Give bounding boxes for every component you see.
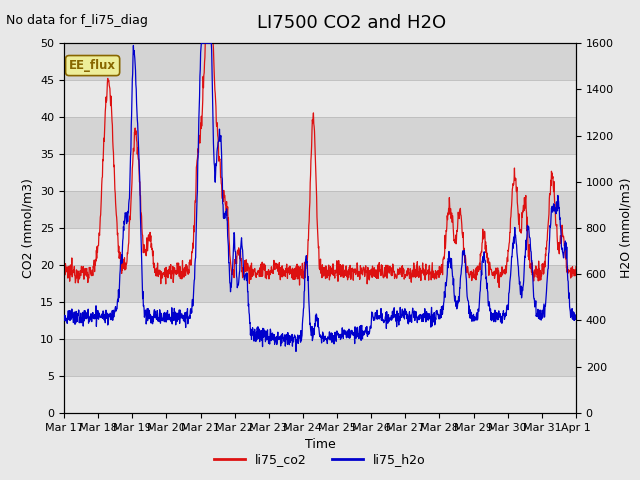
Bar: [64, 80, 576, 117]
Text: No data for f_li75_diag: No data for f_li75_diag: [6, 14, 148, 27]
X-axis label: Time: Time: [305, 438, 335, 451]
Y-axis label: CO2 (mmol/m3): CO2 (mmol/m3): [22, 178, 35, 278]
Bar: [64, 376, 576, 413]
Bar: [64, 43, 576, 80]
Bar: [64, 265, 576, 302]
Bar: [64, 302, 576, 339]
Text: LI7500 CO2 and H2O: LI7500 CO2 and H2O: [257, 14, 447, 33]
Text: EE_flux: EE_flux: [69, 59, 116, 72]
Bar: [64, 191, 576, 228]
Y-axis label: H2O (mmol/m3): H2O (mmol/m3): [620, 178, 632, 278]
Bar: [64, 154, 576, 191]
Legend: li75_co2, li75_h2o: li75_co2, li75_h2o: [209, 448, 431, 471]
Bar: [64, 117, 576, 154]
Bar: [64, 228, 576, 265]
Bar: [64, 339, 576, 376]
